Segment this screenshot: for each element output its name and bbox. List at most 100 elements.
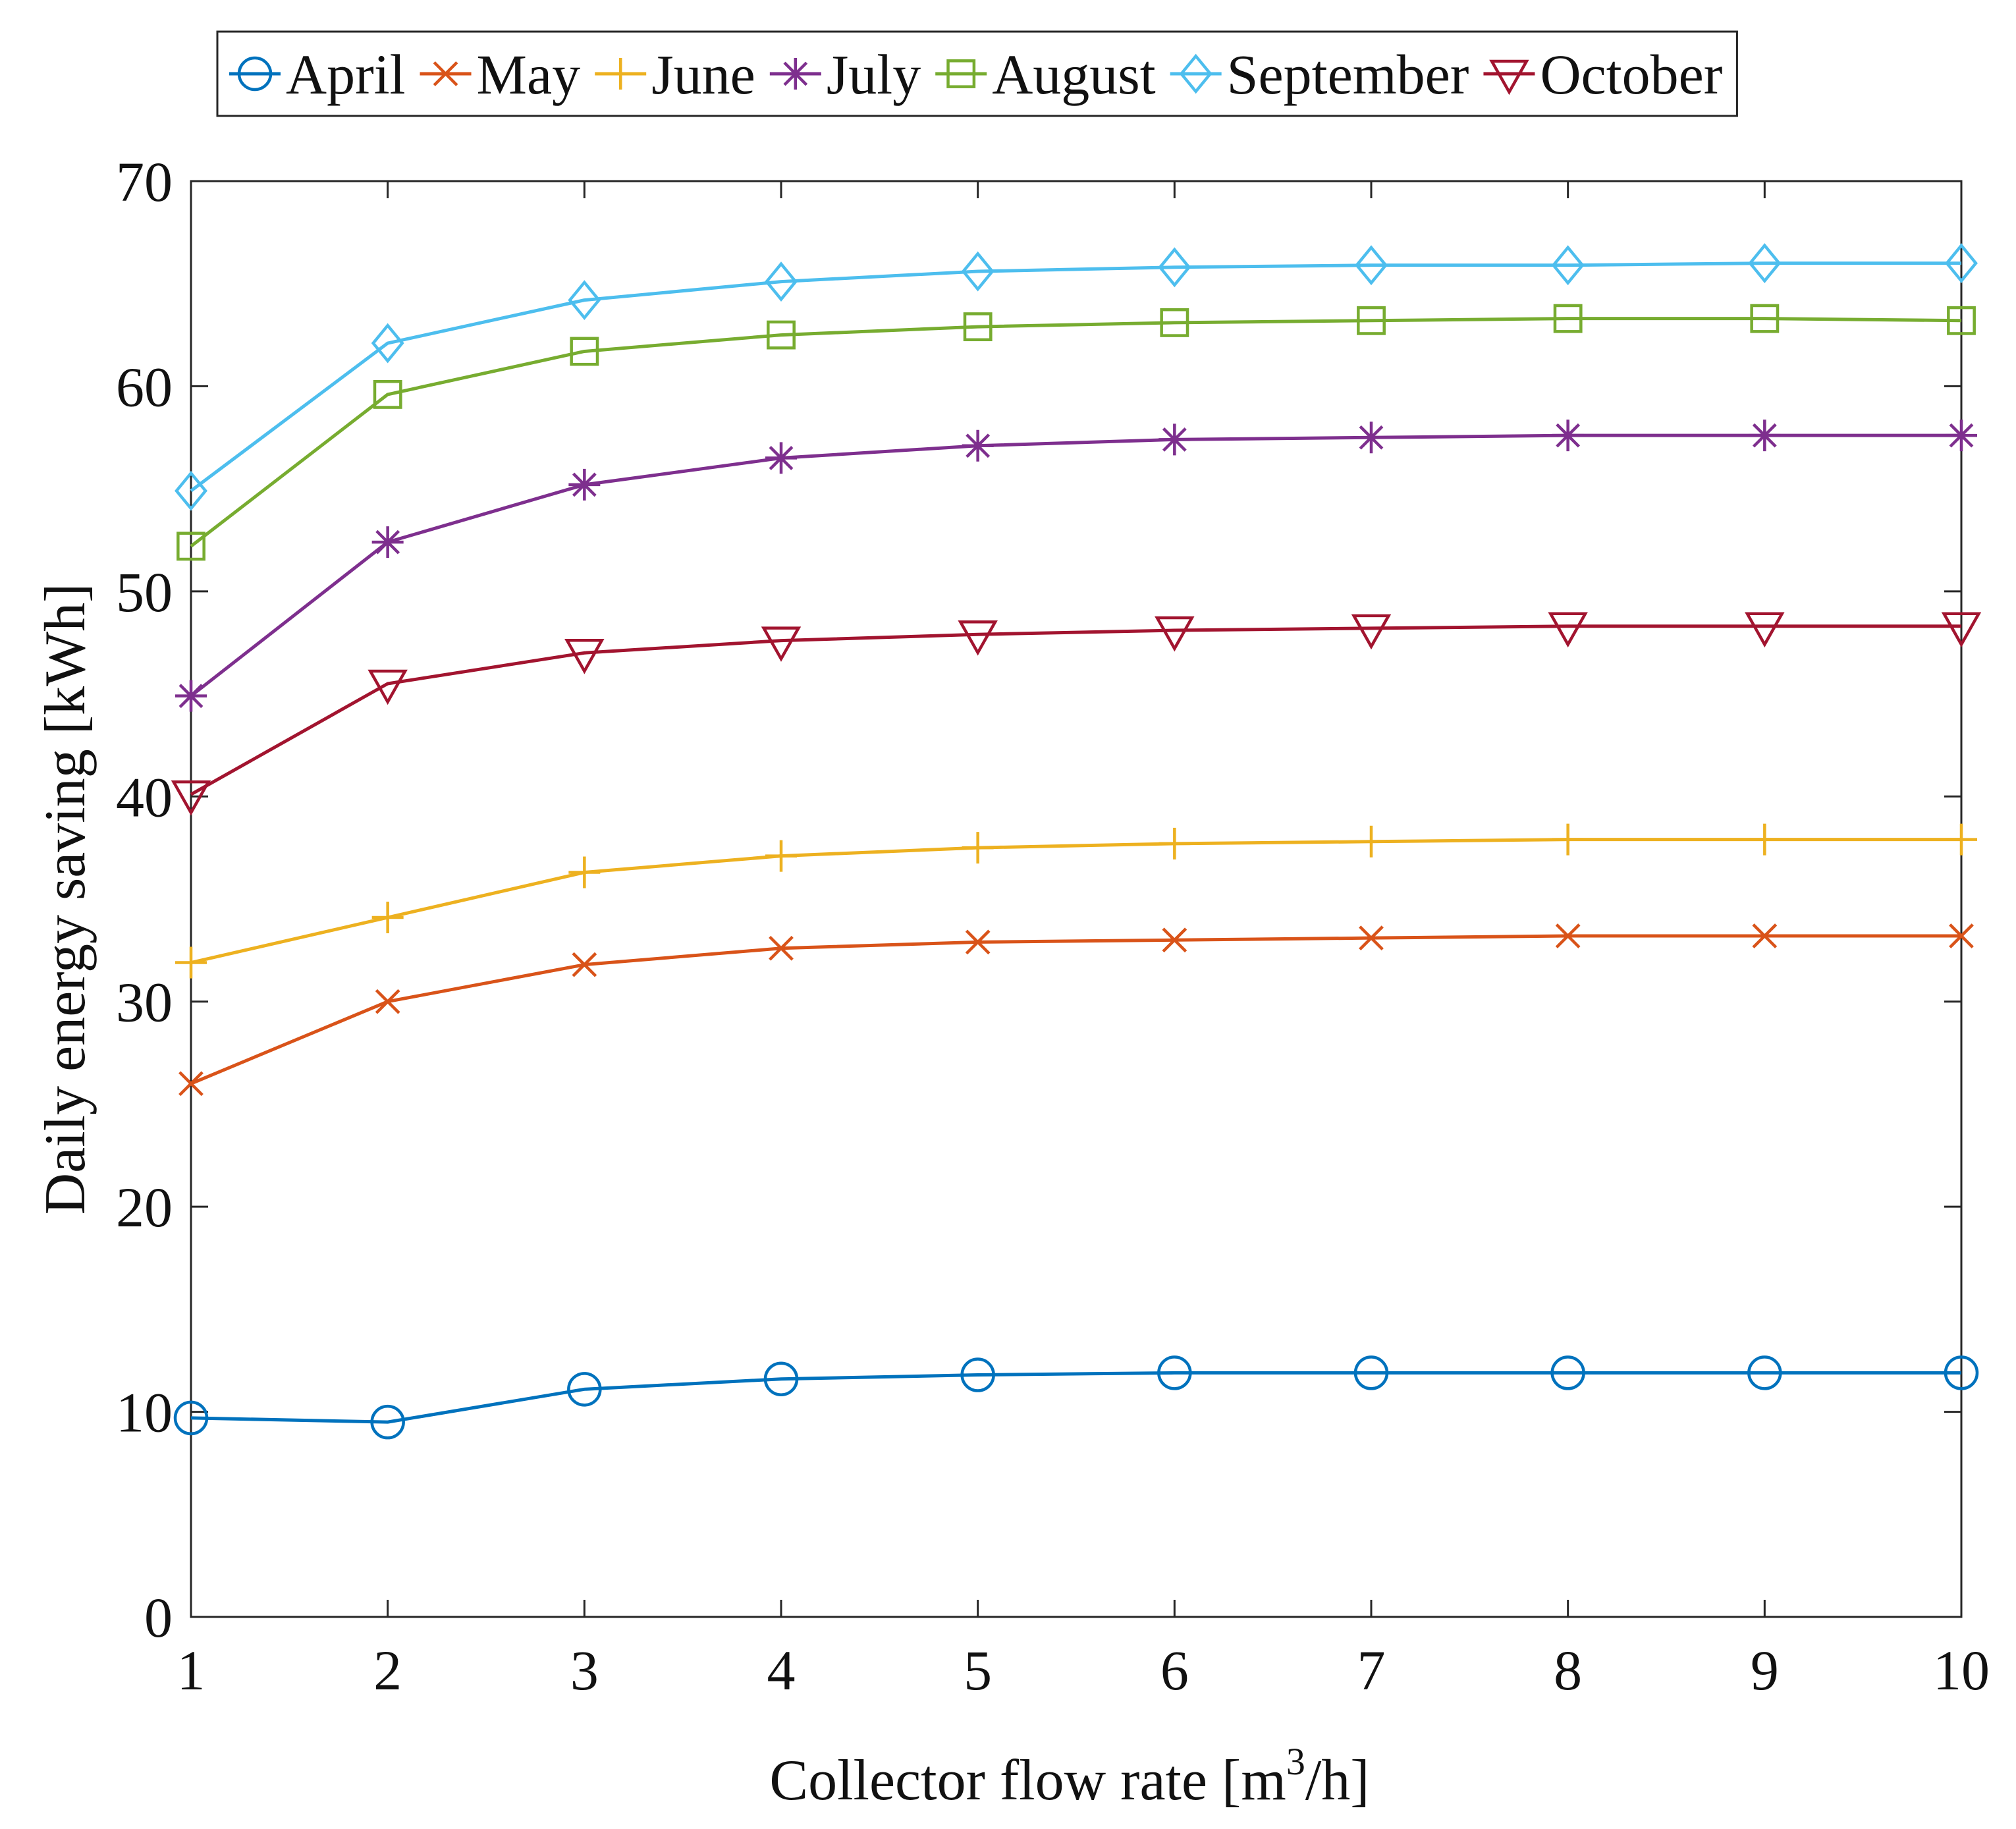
data-point [1947, 306, 1976, 335]
data-point [178, 1071, 204, 1097]
y-tick-label: 50 [116, 560, 173, 624]
data-point [1548, 612, 1588, 648]
data-point [371, 902, 404, 934]
series-june [175, 823, 1977, 979]
axes-box [190, 180, 1963, 1618]
x-tick-label: 1 [177, 1639, 205, 1702]
data-point [1160, 308, 1189, 337]
data-point [371, 323, 404, 364]
legend: April May June July August September October [216, 30, 1738, 117]
data-point [958, 620, 998, 656]
data-point [1162, 927, 1187, 953]
data-point [1945, 243, 1978, 283]
data-point [564, 639, 605, 674]
legend-item-october: October [1483, 43, 1722, 106]
data-point [965, 929, 991, 955]
data-point [370, 1404, 405, 1440]
data-point [1351, 614, 1392, 650]
data-point [962, 832, 994, 864]
legend-item-april: April [229, 43, 406, 106]
x-tick-label: 8 [1554, 1639, 1582, 1702]
y-tick-label: 0 [144, 1586, 173, 1649]
legend-item-august: August [935, 43, 1156, 106]
legend-marker [779, 58, 811, 90]
series-line [190, 624, 1961, 796]
data-point [761, 626, 802, 662]
data-point [371, 526, 404, 559]
data-point [763, 1361, 799, 1396]
legend-label: August [992, 43, 1156, 106]
data-point [960, 1357, 995, 1392]
data-point [1355, 825, 1387, 858]
legend-item-september: September [1170, 43, 1469, 106]
y-tick-label: 20 [116, 1176, 173, 1239]
x-tick-label: 3 [570, 1639, 599, 1702]
data-point [1749, 823, 1781, 856]
data-point [1158, 423, 1191, 456]
x-tick-label: 7 [1357, 1639, 1386, 1702]
series-october [171, 612, 1982, 816]
data-point [570, 337, 599, 366]
legend-item-july: July [769, 43, 921, 106]
data-point [177, 532, 205, 561]
y-axis: 0 10 20 30 40 50 60 70 [116, 150, 1961, 1649]
data-point [173, 1400, 209, 1436]
series-line [190, 261, 1961, 493]
data-point [375, 989, 400, 1014]
data-point [1752, 923, 1778, 948]
data-point [1941, 612, 1982, 648]
x-axis-label-main: Collector flow rate [m [769, 1749, 1286, 1813]
data-point [1552, 823, 1584, 856]
legend-label: April [286, 43, 406, 106]
legend-marker [433, 61, 458, 86]
data-point [1157, 1355, 1192, 1390]
data-point [1353, 1355, 1389, 1390]
legend-marker [1179, 53, 1212, 94]
legend-marker [605, 58, 637, 90]
data-point [1944, 1355, 1979, 1390]
data-point [1550, 1355, 1585, 1390]
data-point [1158, 247, 1191, 288]
series-april [173, 1355, 1979, 1440]
data-point [962, 429, 994, 462]
data-point [1551, 245, 1585, 286]
legend-label: October [1540, 43, 1722, 106]
data-point [765, 261, 798, 302]
legend-label: July [827, 43, 921, 106]
data-point [368, 669, 408, 705]
data-point [765, 840, 797, 872]
y-tick-label: 70 [116, 150, 173, 213]
data-point [1553, 304, 1583, 333]
x-tick-label: 9 [1751, 1639, 1779, 1702]
data-point [175, 470, 207, 511]
x-tick-label: 10 [1933, 1639, 1990, 1702]
data-point [175, 946, 207, 979]
data-point [767, 320, 796, 350]
data-point [1359, 925, 1384, 951]
legend-item-june: June [595, 43, 755, 106]
data-point [1158, 827, 1191, 860]
data-point [1749, 420, 1781, 452]
series-line [190, 433, 1961, 697]
legend-marker [1489, 59, 1529, 96]
x-axis-label-tail: /h] [1305, 1749, 1370, 1813]
data-point [765, 442, 797, 474]
x-axis-label: Collector flow rate [m3/h] [769, 1740, 1369, 1813]
data-point [1357, 306, 1386, 335]
legend-label: June [651, 43, 755, 106]
series-september [175, 243, 1978, 511]
data-point [568, 468, 601, 501]
data-point [1747, 1355, 1782, 1390]
data-point [373, 379, 402, 409]
y-tick-label: 30 [116, 971, 173, 1034]
data-point [1155, 616, 1195, 652]
x-axis-label-superscript: 3 [1286, 1740, 1305, 1783]
x-tick-label: 4 [767, 1639, 796, 1702]
data-point [572, 952, 597, 977]
data-point [568, 856, 601, 888]
data-point [769, 935, 794, 961]
y-tick-label: 40 [116, 765, 173, 829]
x-tick-label: 2 [373, 1639, 402, 1702]
data-point [1745, 612, 1785, 648]
